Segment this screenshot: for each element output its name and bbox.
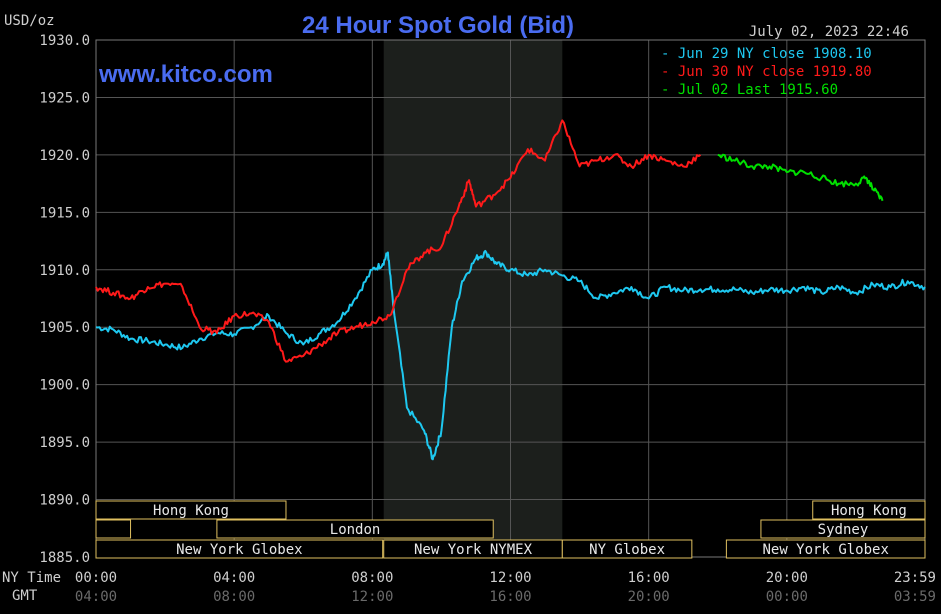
market-session-bar [216,519,494,539]
x-tick-label-ny: 00:00 [75,570,117,586]
x-tick-label-gmt: 16:00 [489,589,531,605]
market-session-label: Hong Kong [831,503,907,519]
x-tick-label-ny: 23:59 [894,570,936,586]
series-line-1 [95,119,702,363]
x-tick-label-ny: 20:00 [766,570,808,586]
y-tick-label: 1925.0 [39,90,90,106]
session-shade-layer [383,40,563,557]
series-line-0 [95,249,926,461]
market-session-bar [760,519,926,539]
market-session-label: New York Globex [762,542,888,558]
y-tick-label: 1915.0 [39,205,90,221]
market-session-label: Sydney [818,522,869,538]
timestamp: July 02, 2023 22:46 [749,24,909,40]
x-tick-labels: 00:00 04:00 04:00 08:00 08:00 12:00 12:00 16:00… [75,570,936,605]
x-tick-label-ny: 12:00 [489,570,531,586]
y-tick-label: 1930.0 [39,33,90,49]
legend-entry-jun30: - Jun 30 NY close 1919.80 [661,64,872,80]
kitco-watermark: www.kitco.com [98,61,273,88]
ny-time-row-label: NY Time [2,570,61,586]
market-session-bar [725,539,926,559]
x-tick-label-ny: 08:00 [351,570,393,586]
series-layer [95,119,926,461]
market-session-bar [95,539,384,559]
market-session-bar [95,519,132,539]
market-session-label: New York NYMEX [414,542,533,558]
x-tick-label-ny: 04:00 [213,570,255,586]
market-session-bar [812,500,926,520]
y-tick-label: 1890.0 [39,493,90,509]
y-tick-labels: 1930.0 1925.0 1920.0 1915.0 1910.0 1905.0 1900… [39,33,90,566]
legend-entry-jul02: - Jul 02 Last 1915.60 [661,82,838,98]
y-tick-label: 1905.0 [39,320,90,336]
y-tick-label: 1895.0 [39,435,90,451]
legend-entry-jun29: - Jun 29 NY close 1908.10 [661,46,872,62]
y-tick-label: 1910.0 [39,263,90,279]
x-tick-label-gmt: 08:00 [213,589,255,605]
x-tick-label-gmt: 03:59 [894,589,936,605]
series-line-2 [717,153,884,202]
y-tick-label: 1885.0 [39,550,90,566]
market-session-label: NY Globex [589,542,665,558]
market-session-label: Hong Kong [153,503,229,519]
market-session-bar [561,539,693,559]
legend: - Jun 29 NY close 1908.10 - Jun 30 NY cl… [661,46,872,98]
chart-title: 24 Hour Spot Gold (Bid) [302,12,574,39]
x-tick-label-ny: 16:00 [628,570,670,586]
market-session-label: New York Globex [176,542,302,558]
market-session-label: London [330,522,381,538]
x-tick-label-gmt: 12:00 [351,589,393,605]
nymex-session-shade [383,40,563,557]
x-tick-label-gmt: 20:00 [628,589,670,605]
x-tick-label-gmt: 04:00 [75,589,117,605]
gmt-row-label: GMT [12,588,38,604]
y-tick-label: 1920.0 [39,148,90,164]
market-bars-layer: Hong Kong London New York Globex New York N… [95,500,926,559]
market-session-bar [95,500,287,520]
y-axis-unit: USD/oz [4,13,55,29]
y-tick-label: 1900.0 [39,378,90,394]
x-tick-label-gmt: 00:00 [766,589,808,605]
